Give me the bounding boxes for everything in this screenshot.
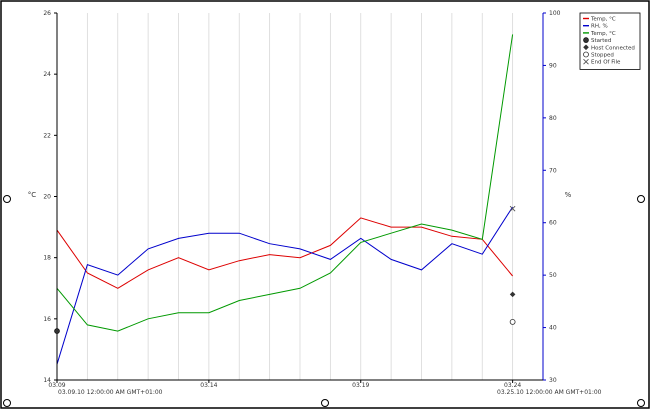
left-tick-label: 24 xyxy=(43,71,51,78)
right-tick-label: 40 xyxy=(549,325,557,332)
right-tick-label: 30 xyxy=(549,377,557,384)
right-tick-label: 60 xyxy=(549,220,557,227)
x-start-label: 03.09.10 12:00:00 AM GMT+01:00 xyxy=(58,389,163,396)
left-tick-label: 14 xyxy=(43,377,51,384)
legend-swatch xyxy=(583,44,589,51)
legend-label: End Of File xyxy=(591,60,621,66)
left-axis-title: °C xyxy=(28,191,37,199)
left-tick-label: 26 xyxy=(43,10,51,17)
legend-label: Temp, °C xyxy=(590,31,616,37)
resize-handle-bottom-left[interactable] xyxy=(3,399,11,407)
legend-label: Host Connected xyxy=(591,45,635,51)
resize-handle-bottom-center[interactable] xyxy=(321,399,329,407)
series-line-1 xyxy=(56,217,513,289)
legend-swatch xyxy=(583,58,589,65)
x-end-label: 03.25.10 12:00:00 AM GMT+01:00 xyxy=(497,389,602,396)
left-tick-label: 20 xyxy=(43,194,51,201)
cross-marker xyxy=(509,205,516,212)
left-tick-label: 22 xyxy=(43,132,51,139)
open-circle-marker xyxy=(509,318,516,325)
left-tick-label: 18 xyxy=(43,255,51,262)
legend-box xyxy=(579,12,641,70)
legend-label: Temp, °C xyxy=(590,17,616,23)
right-tick-label: 70 xyxy=(549,167,557,174)
legend-swatch xyxy=(583,51,589,58)
axes: 14 16 18 20 22 24 26 30 40 50 60 70 80 90 100 03.09 03.1… xyxy=(43,10,560,389)
x-tick-label: 03.24 xyxy=(504,382,521,389)
diamond-marker xyxy=(509,291,516,298)
left-tick-label: 16 xyxy=(43,316,51,323)
right-tick-label: 80 xyxy=(549,115,557,122)
series-line-3 xyxy=(56,34,514,332)
x-tick-label: 03.19 xyxy=(352,382,369,389)
event-markers xyxy=(54,205,516,334)
legend-swatch xyxy=(583,37,589,43)
right-tick-label: 50 xyxy=(549,272,557,279)
series-line-2 xyxy=(56,206,514,365)
filled-circle-marker xyxy=(54,328,60,334)
right-tick-label: 90 xyxy=(549,62,557,69)
legend-label: Started xyxy=(591,38,611,44)
x-tick-label: 03.09 xyxy=(48,382,65,389)
right-tick-label: 100 xyxy=(549,10,561,17)
resize-handle-right[interactable] xyxy=(637,195,645,203)
right-axis-title: % xyxy=(565,191,572,199)
series-lines xyxy=(56,34,514,365)
x-tick-label: 03.14 xyxy=(200,382,217,389)
resize-handle-left[interactable] xyxy=(3,195,11,203)
resize-handle-bottom-right[interactable] xyxy=(637,399,645,407)
vertical-gridlines xyxy=(56,13,544,380)
legend-label: RH, % xyxy=(591,24,608,30)
legend-label: Stopped xyxy=(591,53,614,59)
